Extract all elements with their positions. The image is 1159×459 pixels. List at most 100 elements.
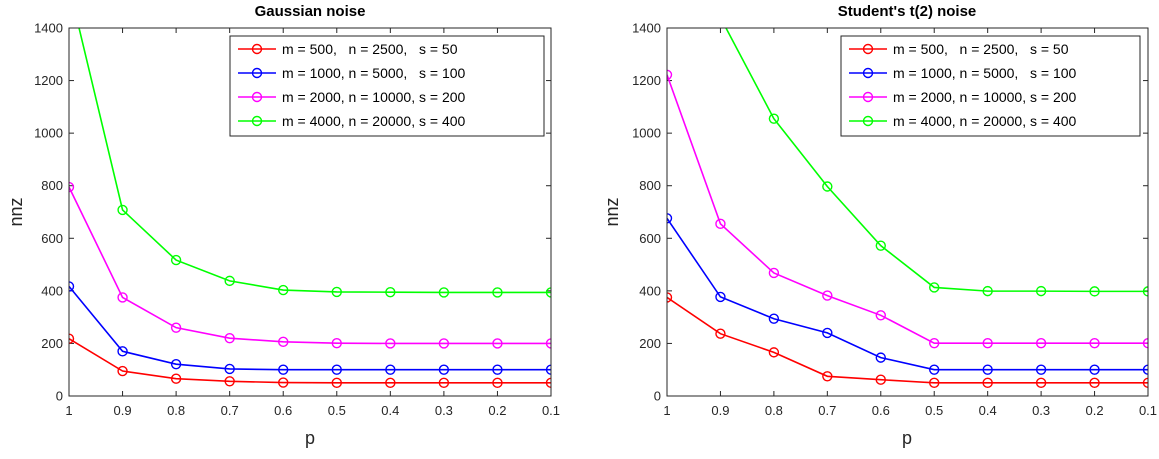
data-point (1142, 286, 1148, 297)
x-tick-label: 1 (663, 403, 670, 418)
data-point (492, 287, 503, 298)
data-point (715, 291, 726, 303)
legend-box (229, 35, 545, 137)
tick-layer: 1 0.9 0.8 0.7 0.6 0.5 0.4 0.3 0.2 0.1 0 200 400 600 80… (34, 21, 560, 419)
data-point (170, 322, 182, 333)
legend: m = 500, n = 2500, s = 50 m = 1000, n = 5… (840, 35, 1141, 137)
x-tick-label: 0.9 (114, 403, 132, 418)
data-point (170, 358, 182, 370)
x-tick-label: 0.6 (274, 403, 292, 418)
data-point (768, 347, 780, 358)
data-point (875, 310, 886, 321)
data-point (822, 327, 833, 339)
data-point (224, 376, 235, 387)
series-layer (69, 28, 551, 389)
legend-swatch-marker (251, 91, 263, 103)
legend-entry-label: m = 2000, n = 10000, s = 200 (893, 89, 1077, 105)
data-point (385, 338, 396, 349)
legend-swatch-marker (862, 91, 874, 103)
legend-entry-label: m = 1000, n = 5000, s = 100 (282, 65, 466, 81)
legend-swatch-marker (251, 67, 263, 79)
x-tick-label: 0.5 (328, 403, 346, 418)
legend-swatch-marker (251, 43, 263, 55)
data-point (929, 364, 940, 375)
data-point (1089, 377, 1100, 389)
legend-entry-label: m = 500, n = 2500, s = 50 (893, 41, 1069, 57)
data-point (170, 373, 182, 384)
data-point (331, 337, 342, 349)
data-point (1035, 285, 1047, 297)
y-tick-label: 800 (639, 178, 661, 193)
data-point (117, 365, 128, 377)
data-point (69, 181, 75, 193)
data-point (492, 364, 503, 375)
data-point (117, 292, 128, 303)
data-point (438, 377, 450, 389)
data-point (667, 69, 673, 80)
data-point (278, 377, 289, 388)
x-tick-label: 0.8 (765, 403, 783, 418)
x-axis-label: p (305, 428, 315, 448)
data-point (929, 337, 940, 349)
y-tick-label: 1000 (34, 126, 63, 141)
data-point (1142, 364, 1148, 375)
chart-title: Student's t(2) noise (838, 3, 977, 20)
data-point (1089, 364, 1100, 375)
data-point (385, 377, 396, 389)
x-tick-label: 0.4 (381, 403, 399, 418)
data-point (929, 282, 940, 293)
y-axis-label: nnz (602, 197, 622, 226)
series-line (69, 338, 551, 384)
x-tick-label: 0.3 (1032, 403, 1050, 418)
y-tick-label: 600 (41, 231, 63, 246)
legend-swatch-marker (862, 115, 874, 127)
data-point (982, 377, 993, 389)
legend-entry-label: m = 500, n = 2500, s = 50 (282, 41, 458, 57)
data-point (224, 275, 235, 287)
data-point (1035, 377, 1047, 389)
x-tick-label: 0.1 (1139, 403, 1157, 418)
x-tick-label: 0.7 (818, 403, 836, 418)
data-point (438, 287, 450, 298)
data-point (545, 377, 551, 389)
data-point (224, 332, 235, 344)
plot-area-border (666, 27, 1149, 397)
data-point (875, 240, 886, 251)
y-tick-label: 1400 (34, 21, 63, 36)
data-point (545, 338, 551, 349)
series-line (725, 28, 1148, 293)
y-tick-label: 800 (41, 178, 63, 193)
series-line (78, 28, 551, 294)
x-axis-label: p (902, 428, 912, 448)
legend: m = 500, n = 2500, s = 50 m = 1000, n = 5… (229, 35, 545, 137)
chart-students-t-noise: Student's t(2) noise nnz p 1 0.9 0.8 0.7 0.6… (602, 3, 1157, 448)
data-point (768, 113, 780, 124)
data-point (1142, 377, 1148, 389)
data-point (278, 336, 289, 348)
data-point (982, 285, 993, 297)
data-point (768, 267, 780, 279)
data-point (822, 290, 833, 301)
data-point (982, 364, 993, 375)
x-tick-label: 0.9 (711, 403, 729, 418)
x-tick-label: 0.6 (872, 403, 890, 418)
series-line (667, 74, 1148, 344)
data-point (331, 364, 342, 375)
x-tick-label: 0.2 (1086, 403, 1104, 418)
data-point (715, 328, 726, 339)
y-tick-label: 0 (56, 389, 63, 404)
data-point (117, 346, 128, 357)
y-tick-label: 0 (654, 389, 661, 404)
y-tick-label: 400 (41, 283, 63, 298)
legend-entry-label: m = 2000, n = 10000, s = 200 (282, 89, 466, 105)
data-point (438, 364, 450, 375)
data-point (768, 313, 780, 324)
series-layer (667, 28, 1148, 389)
series-line (69, 285, 551, 371)
data-point (170, 254, 182, 266)
x-tick-label: 0.3 (435, 403, 453, 418)
data-point (875, 352, 886, 363)
y-tick-label: 1200 (34, 73, 63, 88)
y-tick-label: 1200 (632, 73, 661, 88)
data-point (438, 338, 450, 349)
